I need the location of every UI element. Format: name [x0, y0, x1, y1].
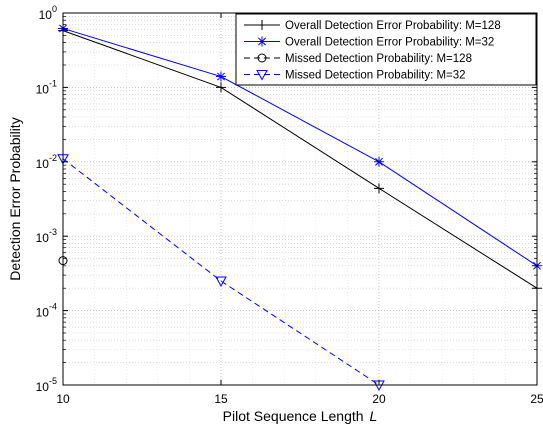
- data-point: [374, 156, 384, 167]
- legend-label: Overall Detection Error Probability: M=1…: [285, 20, 501, 32]
- data-point: [374, 183, 384, 194]
- x-axis-label: Pilot Sequence Length L: [223, 408, 378, 424]
- x-axis-label-text: Pilot Sequence Length: [223, 408, 364, 424]
- series-line: [62, 158, 380, 386]
- y-tick-base: 10: [36, 380, 50, 394]
- plot-area-frame: [62, 12, 538, 386]
- grid: [62, 12, 538, 386]
- data-point: [215, 276, 227, 288]
- y-tick-label: 10-1: [36, 78, 57, 96]
- data-point: [216, 82, 226, 93]
- legend-box: [235, 13, 537, 86]
- legend-entry: Missed Detection Probability: M=128: [244, 53, 472, 65]
- x-tick-label: 15: [214, 392, 228, 406]
- legend-entry: Missed Detection Probability: M=32: [244, 70, 466, 82]
- x-tick-labels: 10 15 20 25: [56, 392, 543, 406]
- y-axis-label: Detection Error Probability: [7, 117, 23, 280]
- y-tick-label: 10-3: [36, 227, 57, 245]
- y-tick-exponent: -5: [49, 376, 57, 386]
- axis-ticks: [62, 12, 538, 386]
- x-tick-label: 25: [530, 392, 543, 406]
- y-tick-exponent: -3: [49, 227, 57, 237]
- x-axis-label-variable: L: [370, 408, 378, 424]
- y-tick-label: 100: [39, 4, 57, 22]
- legend-entry: Overall Detection Error Probability: M=1…: [244, 20, 501, 32]
- y-tick-label: 10-4: [36, 302, 57, 320]
- y-tick-exponent: 0: [52, 4, 57, 14]
- y-tick-label: 10-2: [36, 153, 57, 171]
- legend-marker: [257, 36, 267, 47]
- y-tick-base: 10: [39, 8, 53, 22]
- y-tick-base: 10: [36, 82, 50, 96]
- y-tick-base: 10: [36, 157, 50, 171]
- series-line: [62, 30, 538, 289]
- legend-label: Overall Detection Error Probability: M=3…: [285, 37, 494, 49]
- legend-label: Missed Detection Probability: M=32: [285, 70, 466, 82]
- y-tick-exponent: -1: [49, 78, 57, 88]
- y-tick-label: 10-5: [36, 376, 57, 394]
- series-line: [62, 27, 538, 267]
- y-tick-exponent: -2: [49, 153, 57, 163]
- x-tick-label: 10: [56, 392, 70, 406]
- y-tick-base: 10: [36, 306, 50, 320]
- legend-entry: Overall Detection Error Probability: M=3…: [244, 36, 494, 49]
- legend-marker: [257, 53, 267, 63]
- data-point: [216, 71, 226, 82]
- legend-marker: [256, 70, 268, 81]
- y-tick-exponent: -4: [49, 302, 57, 312]
- legend-marker: [257, 20, 267, 30]
- legend-label: Missed Detection Probability: M=128: [285, 53, 472, 65]
- legend: Overall Detection Error Probability: M=1…: [235, 13, 537, 86]
- x-tick-label: 20: [372, 392, 386, 406]
- y-tick-base: 10: [36, 231, 50, 245]
